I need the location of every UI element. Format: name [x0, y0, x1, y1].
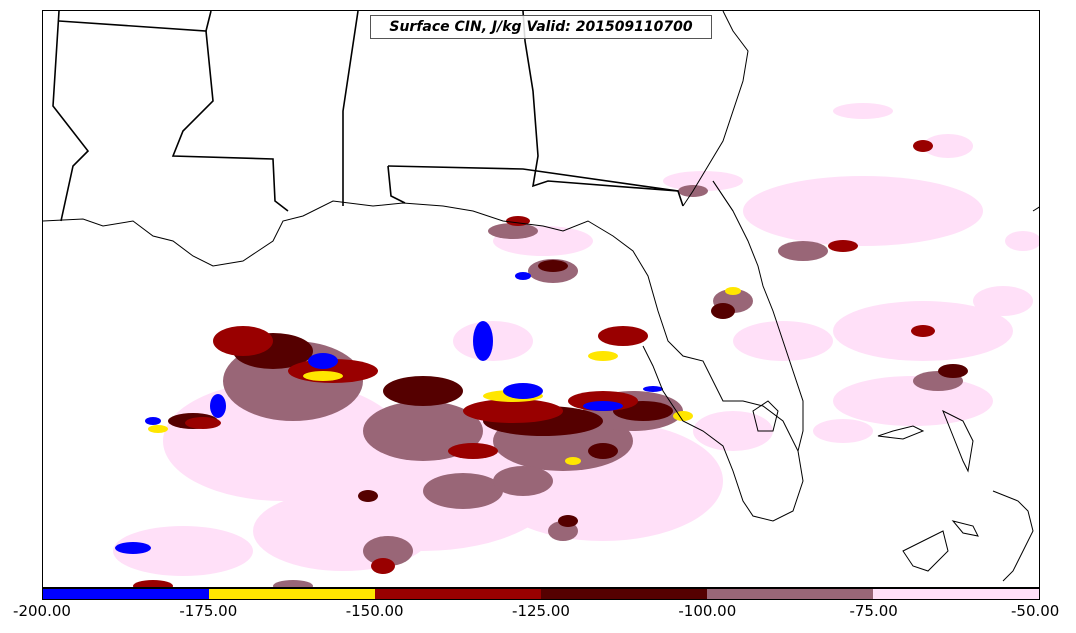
colorbar-segment-3 [541, 589, 707, 599]
state-boundaries [52, 11, 684, 222]
map-title: Surface CIN, J/kg Valid: 201509110700 [370, 15, 712, 39]
colorbar-ticks: -200.00 -175.00 -150.00 -125.00 -100.00 -75.0… [0, 600, 1076, 630]
colorbar-tick-label: -50.00 [1010, 602, 1060, 620]
colorbar-tick-label: -75.00 [849, 602, 898, 620]
colorbar-segment-2 [375, 589, 541, 599]
colorbar [42, 588, 1040, 600]
coastline [43, 11, 1039, 582]
cin-map [43, 11, 1039, 587]
cin-shading-blue [115, 272, 663, 554]
colorbar-segment-5 [873, 589, 1039, 599]
colorbar-segment-4 [707, 589, 873, 599]
colorbar-tick-label: -175.00 [179, 602, 238, 620]
colorbar-segment-1 [209, 589, 375, 599]
colorbar-tick-label: -200.00 [13, 602, 71, 620]
colorbar-tick-label: -150.00 [345, 602, 404, 620]
map-panel [42, 10, 1040, 588]
colorbar-segment-0 [43, 589, 209, 599]
colorbar-tick-label: -100.00 [678, 602, 737, 620]
colorbar-tick-label: -125.00 [512, 602, 570, 620]
